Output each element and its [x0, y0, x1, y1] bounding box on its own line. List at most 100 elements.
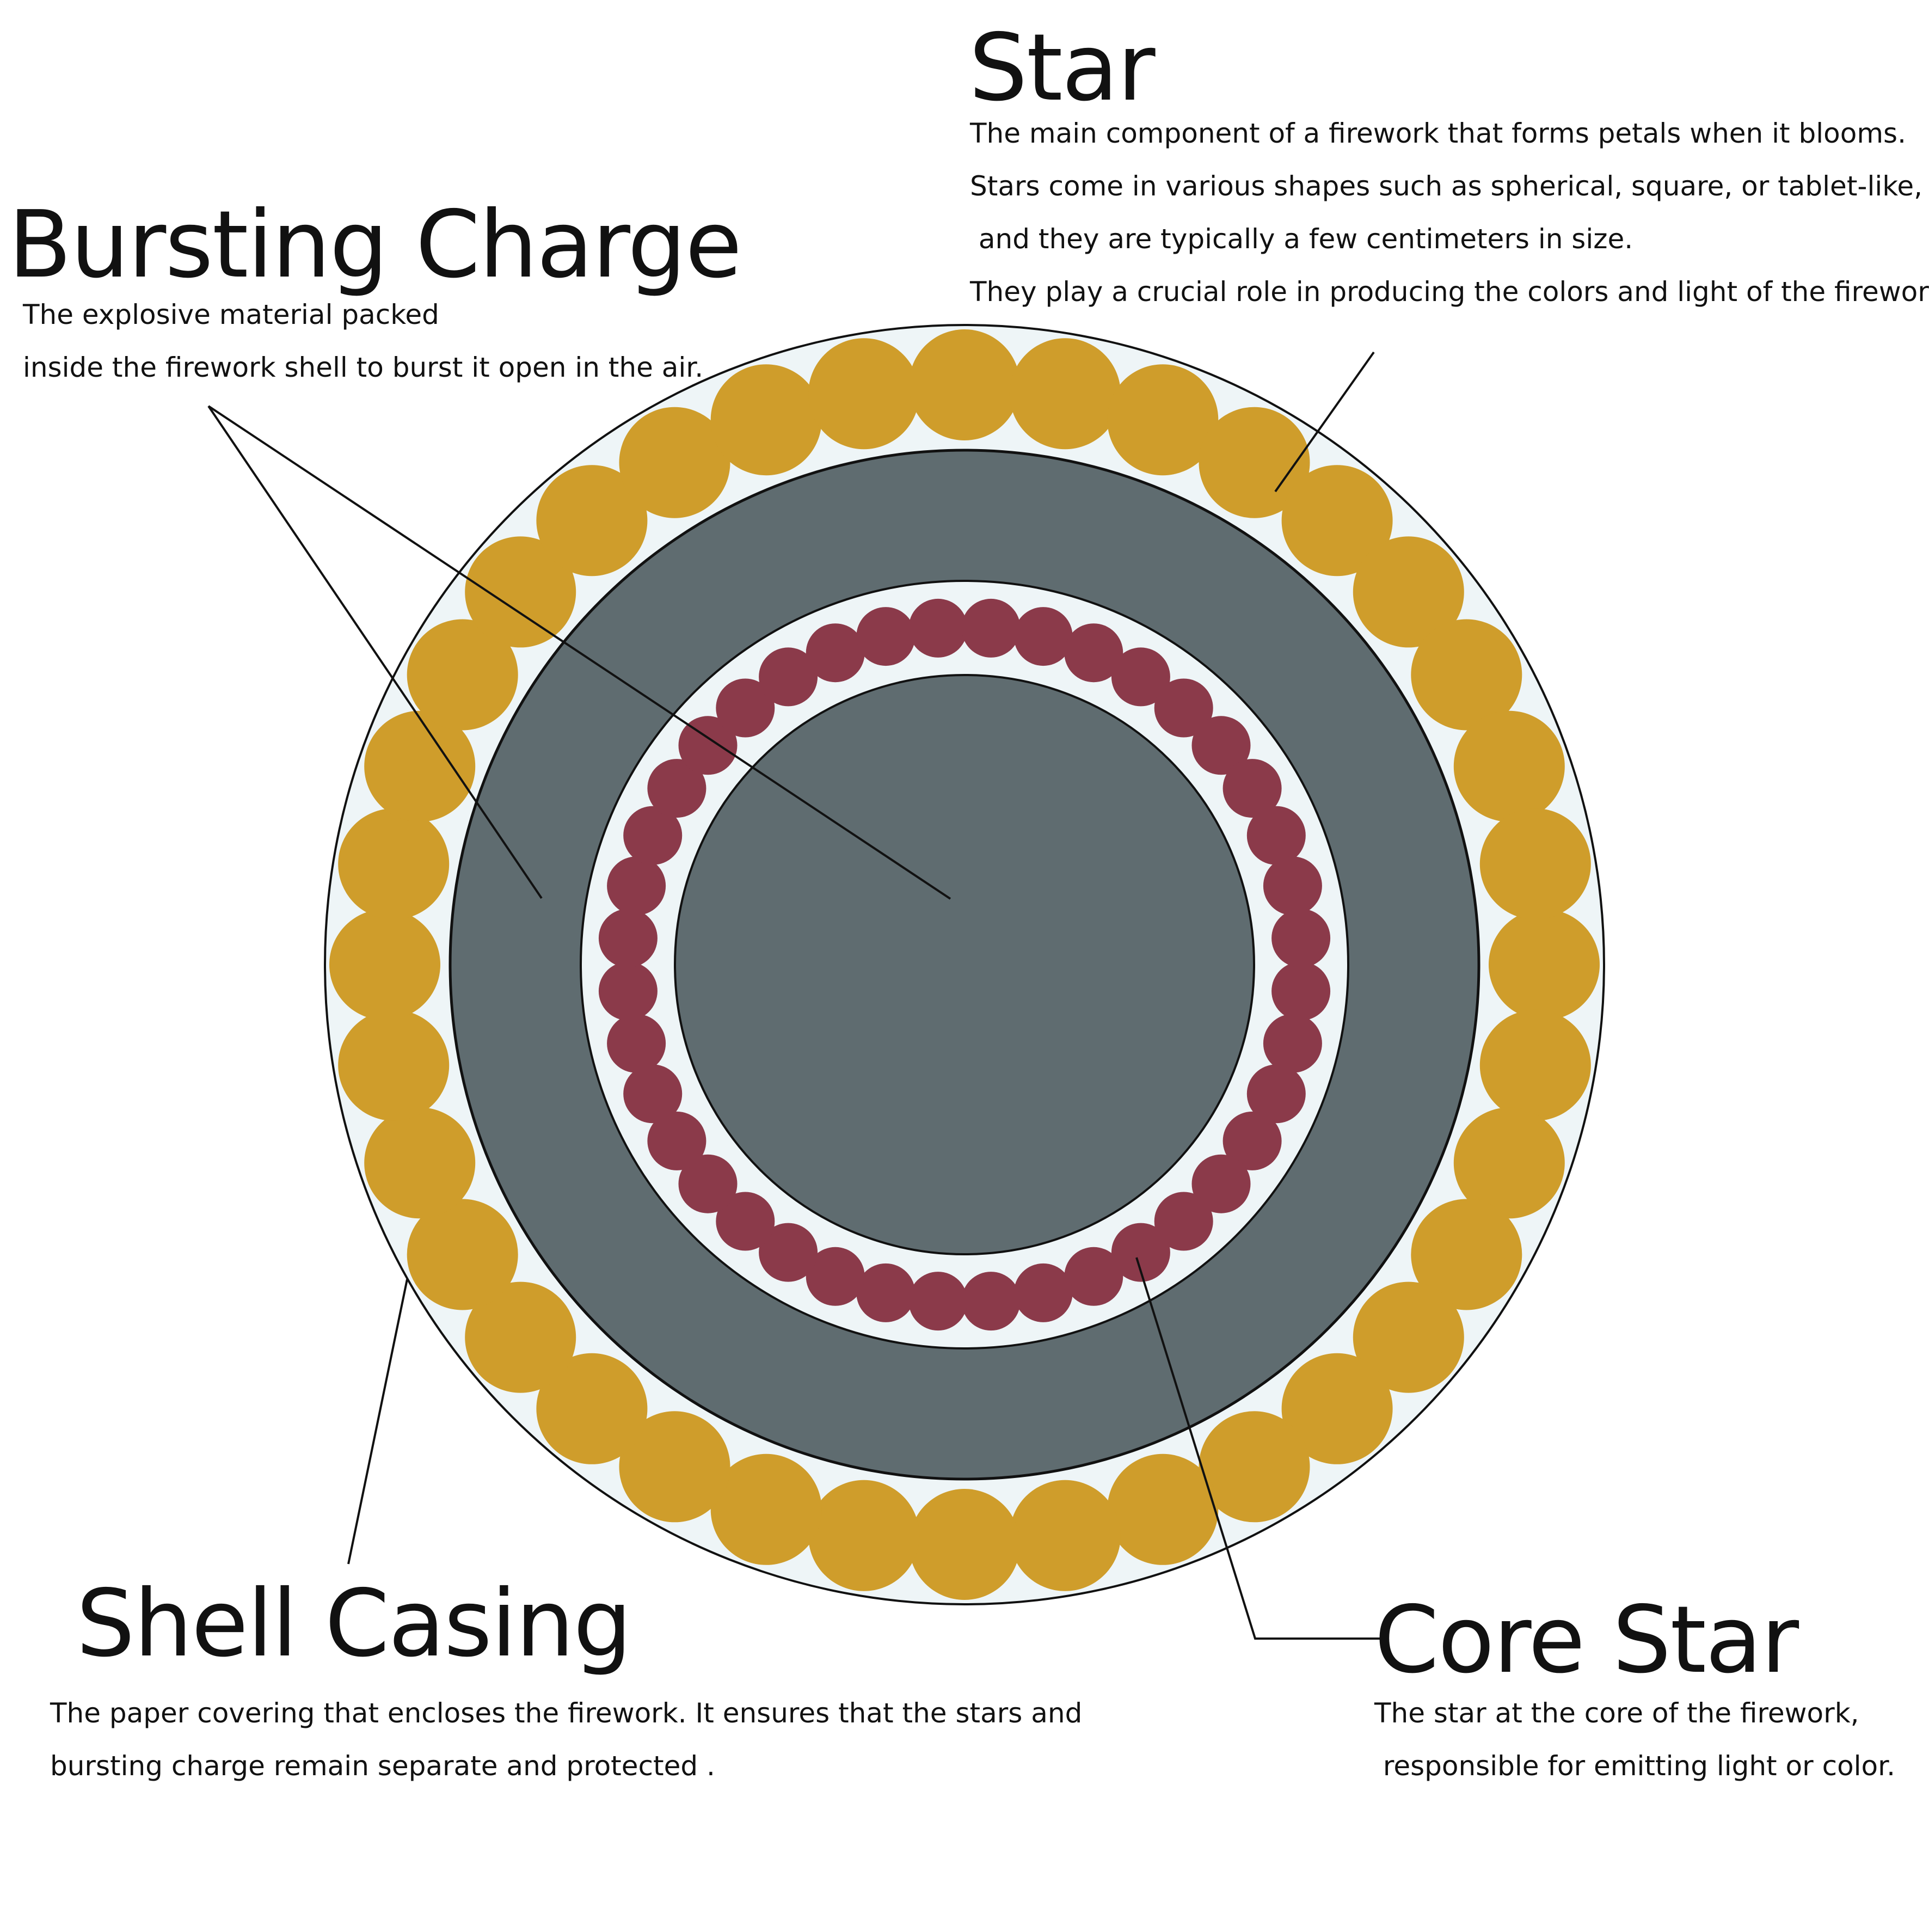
- shell-casing-description-line: The paper covering that encloses the fir…: [50, 1697, 1083, 1729]
- outer-star: [1353, 1281, 1464, 1393]
- star-description-line: and they are typically a few centimeters…: [970, 223, 1633, 255]
- shell-casing-description-line: bursting charge remain separate and prot…: [50, 1750, 715, 1782]
- core-stars-group: [598, 598, 1331, 1331]
- core-star: [623, 806, 683, 865]
- outer-star: [364, 710, 476, 822]
- core-star: [1222, 1111, 1282, 1170]
- core-star: [647, 1111, 707, 1170]
- core-star: [623, 1064, 683, 1124]
- shell-casing-description: The paper covering that encloses the fir…: [50, 1687, 1082, 1793]
- core-star: [759, 1223, 818, 1282]
- core-star: [1013, 1263, 1073, 1322]
- bursting-charge-title: Bursting Charge: [8, 191, 742, 299]
- outer-star: [364, 1107, 476, 1219]
- outer-star: [710, 1453, 822, 1565]
- outer-star: [619, 1411, 730, 1523]
- core-star: [961, 598, 1021, 658]
- core-star-description-line: The star at the core of the firework,: [1374, 1697, 1859, 1729]
- core-star: [806, 1247, 865, 1306]
- core-star: [1271, 909, 1331, 968]
- core-star: [908, 598, 968, 658]
- core-star: [1154, 1192, 1213, 1251]
- core-star: [598, 909, 658, 968]
- shell-casing-title: Shell Casing: [76, 1570, 632, 1678]
- core-star: [1263, 1014, 1322, 1073]
- core-star: [678, 716, 738, 775]
- outer-star: [1199, 1411, 1310, 1523]
- star-description-line: The main component of a firework that fo…: [970, 118, 1906, 149]
- core-star: [1013, 607, 1073, 666]
- bursting-charge-leader-line-left: [207, 405, 543, 899]
- outer-star: [909, 1489, 1020, 1600]
- star-description-line: Stars come in various shapes such as sph…: [970, 170, 1923, 202]
- core-star: [607, 856, 666, 916]
- core-star: [1064, 1247, 1123, 1306]
- bursting-charge-center: [674, 674, 1255, 1255]
- core-star: [1064, 623, 1123, 683]
- outer-star: [536, 1353, 648, 1464]
- core-star: [759, 647, 818, 707]
- outer-star: [1107, 364, 1219, 476]
- outer-star: [1281, 1353, 1393, 1464]
- core-star: [598, 961, 658, 1021]
- outer-star: [1199, 407, 1310, 518]
- core-star: [716, 1192, 775, 1251]
- outer-star: [536, 465, 648, 576]
- star-description: The main component of a firework that fo…: [970, 107, 1929, 318]
- star-description-line: They play a crucial role in producing th…: [970, 276, 1929, 308]
- core-star: [1154, 678, 1213, 738]
- core-star: [856, 607, 916, 666]
- outer-star: [808, 338, 920, 450]
- shell-casing-leader-line: [347, 1279, 408, 1565]
- outer-star: [1453, 1107, 1565, 1219]
- core-star-description: The star at the core of the firework, re…: [1374, 1687, 1895, 1793]
- core-star: [1191, 1154, 1251, 1213]
- core-star: [1246, 1064, 1306, 1124]
- outer-star: [338, 1009, 450, 1121]
- outer-star: [465, 1281, 576, 1393]
- core-star-description-line: responsible for emitting light or color.: [1374, 1750, 1896, 1782]
- outer-star: [465, 536, 576, 648]
- outer-star: [329, 909, 440, 1020]
- star-title: Star: [969, 14, 1156, 122]
- core-star-title: Core Star: [1374, 1586, 1799, 1694]
- outer-star: [1479, 1009, 1591, 1121]
- bursting-charge-description-line: The explosive material packed: [23, 299, 439, 330]
- outer-star: [1411, 619, 1522, 731]
- bursting-charge-description: The explosive material packed inside the…: [23, 289, 703, 394]
- outer-star: [1107, 1453, 1219, 1565]
- outer-star: [1453, 710, 1565, 822]
- core-star: [678, 1154, 738, 1213]
- bursting-charge-description-line: inside the firework shell to burst it op…: [23, 352, 704, 383]
- outer-star: [909, 329, 1020, 440]
- outer-star: [1353, 536, 1464, 648]
- core-star: [1246, 806, 1306, 865]
- bursting-charge-leader-line-right: [207, 405, 951, 900]
- outer-star: [1009, 1480, 1121, 1591]
- core-star: [1111, 1223, 1170, 1282]
- core-star: [1263, 856, 1322, 916]
- outer-star: [338, 808, 450, 920]
- outer-star: [1479, 808, 1591, 920]
- core-star: [961, 1272, 1021, 1331]
- outer-star: [407, 1199, 518, 1310]
- core-star: [856, 1263, 916, 1322]
- outer-star: [407, 619, 518, 731]
- leader-lines: [207, 351, 1385, 1640]
- outer-stars-group: [329, 329, 1600, 1600]
- star-leader-line: [1274, 351, 1375, 493]
- core-star: [1111, 647, 1170, 707]
- core-star: [1191, 716, 1251, 775]
- core-star: [806, 623, 865, 683]
- outer-star: [1009, 338, 1121, 450]
- outer-star: [808, 1480, 920, 1591]
- core-star: [1222, 759, 1282, 818]
- outer-star: [1489, 909, 1600, 1020]
- core-star: [1271, 961, 1331, 1021]
- outer-star: [710, 364, 822, 476]
- core-star: [716, 678, 775, 738]
- core-star-leader-line: [1135, 1257, 1385, 1640]
- outer-star: [619, 407, 730, 518]
